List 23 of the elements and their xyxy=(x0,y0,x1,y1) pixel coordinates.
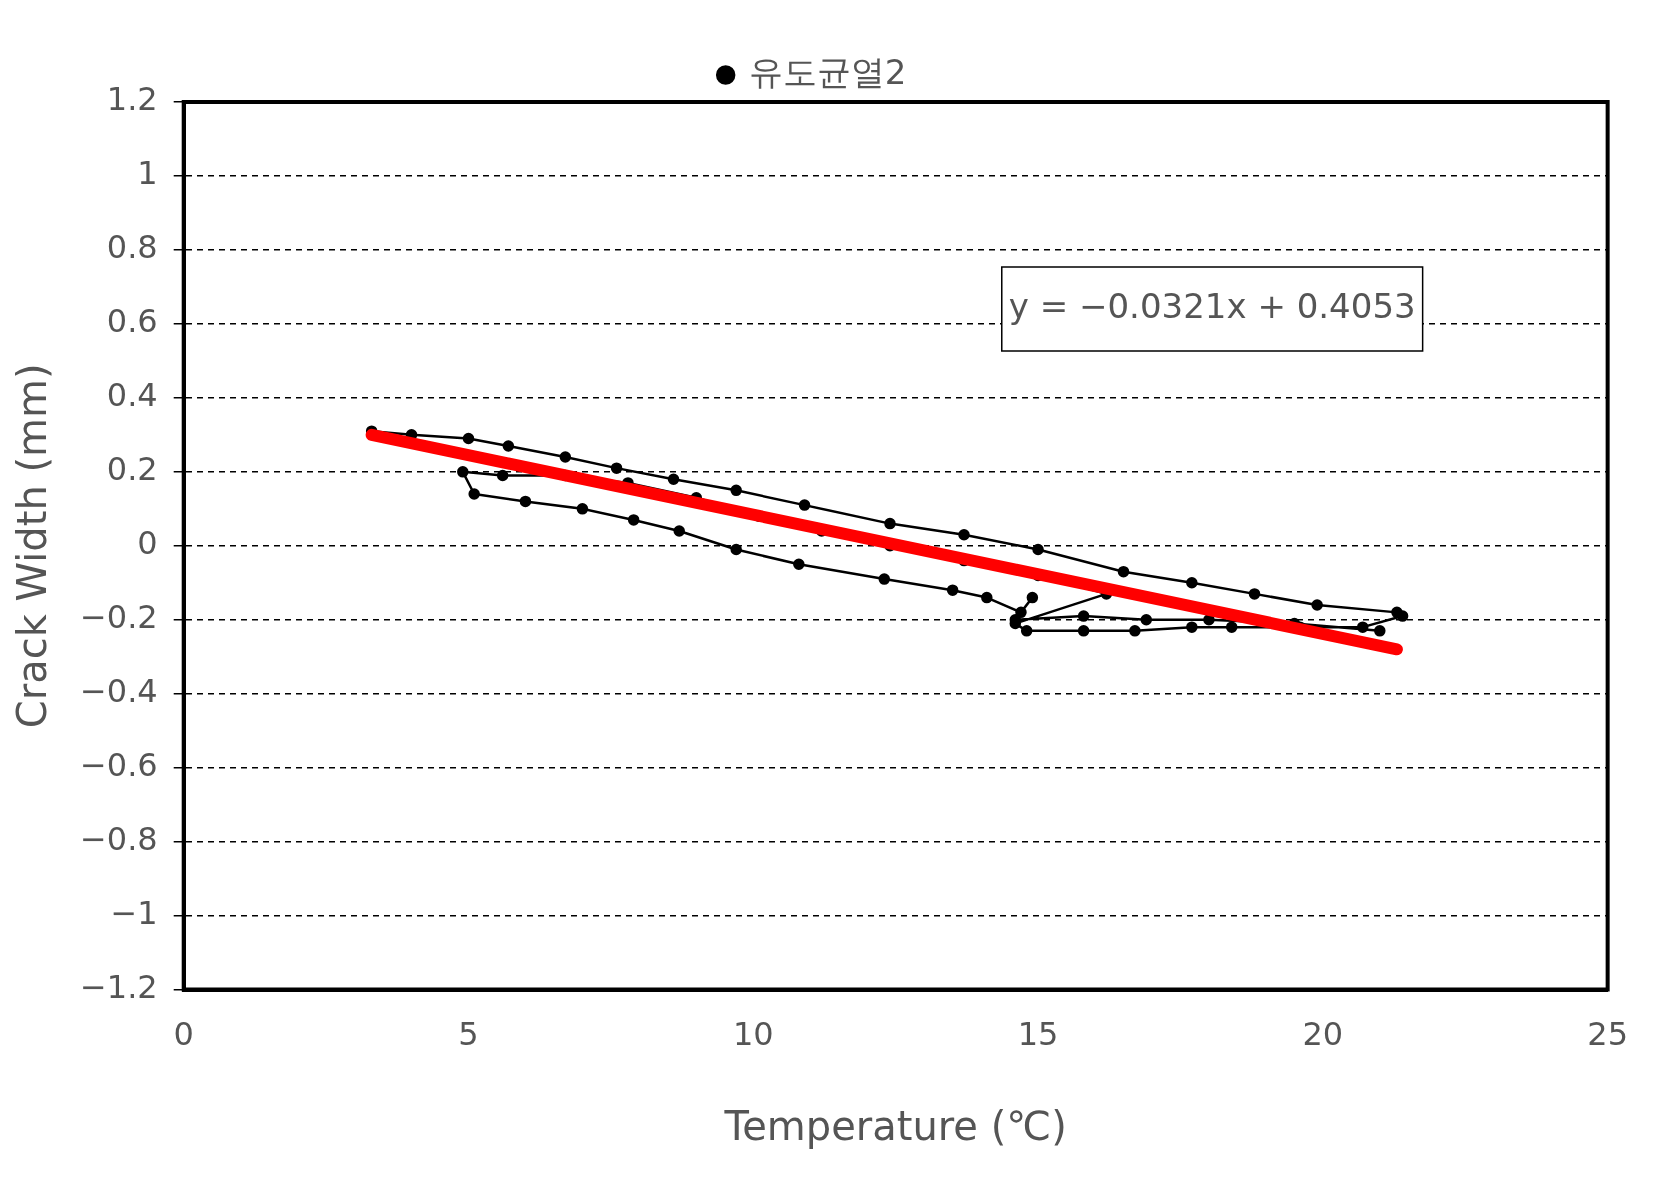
y-tick-label: −0.4 xyxy=(80,672,158,711)
y-tick-label: 1 xyxy=(137,154,158,193)
y-tick-label: 0.8 xyxy=(106,228,158,267)
y-tick-label: −0.8 xyxy=(80,819,158,858)
y-tick-label: 0.4 xyxy=(106,376,158,415)
y-tick-label: 1.2 xyxy=(106,80,158,119)
y-tick-label: 0.6 xyxy=(106,302,158,341)
x-tick-label: 25 xyxy=(1587,1015,1628,1054)
y-tick-label: −0.2 xyxy=(80,598,158,637)
y-tick-label: −0.6 xyxy=(80,746,158,785)
y-tick-label: −1.2 xyxy=(80,967,158,1006)
y-tick-label: 0 xyxy=(137,524,158,563)
annotation: y = −0.0321x + 0.4053 xyxy=(1008,285,1416,326)
x-axis-title: Temperature (℃) xyxy=(723,1103,1067,1150)
x-tick-label: 5 xyxy=(458,1015,479,1054)
legend-label: 유도균열2 xyxy=(748,51,907,92)
y-tick-label: 0.2 xyxy=(106,450,158,489)
x-tick-label: 10 xyxy=(732,1015,774,1054)
y-axis-title: Crack Width (mm) xyxy=(9,363,56,729)
x-tick-label: 0 xyxy=(173,1015,194,1054)
y-tick-label: −1 xyxy=(110,893,158,932)
x-tick-label: 15 xyxy=(1017,1015,1059,1054)
x-tick-label: 20 xyxy=(1302,1015,1344,1054)
